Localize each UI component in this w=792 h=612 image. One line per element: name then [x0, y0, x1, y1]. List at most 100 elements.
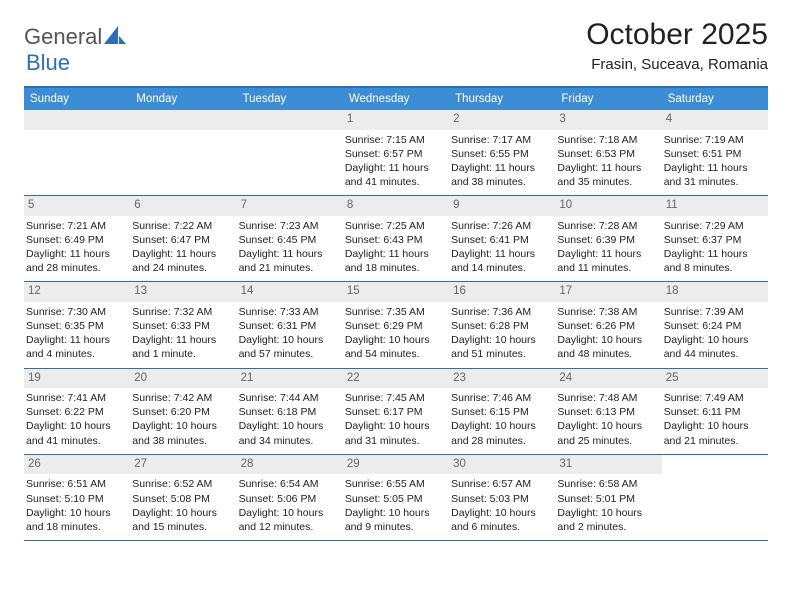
day-details: Sunrise: 6:57 AMSunset: 5:03 PMDaylight:… — [451, 477, 551, 534]
empty-day-number — [130, 110, 236, 130]
day-cell — [237, 110, 343, 196]
day-details: Sunrise: 7:17 AMSunset: 6:55 PMDaylight:… — [451, 133, 551, 190]
header-row: General Blue October 2025 Frasin, Suceav… — [24, 18, 768, 76]
day-cell: 12 Sunrise: 7:30 AMSunset: 6:35 PMDayligh… — [24, 282, 130, 368]
day-number: 12 — [24, 282, 130, 302]
title-block: October 2025 Frasin, Suceava, Romania — [586, 18, 768, 73]
day-number: 28 — [237, 455, 343, 475]
day-number: 29 — [343, 455, 449, 475]
day-details: Sunrise: 7:35 AMSunset: 6:29 PMDaylight:… — [345, 305, 445, 362]
dayhdr-fri: Friday — [555, 88, 661, 110]
day-cell: 16 Sunrise: 7:36 AMSunset: 6:28 PMDayligh… — [449, 282, 555, 368]
day-number: 10 — [555, 196, 661, 216]
week-row: 26Sunrise: 6:51 AMSunset: 5:10 PMDayligh… — [24, 454, 768, 540]
day-details: Sunrise: 6:55 AMSunset: 5:05 PMDaylight:… — [345, 477, 445, 534]
day-details: Sunrise: 7:46 AMSunset: 6:15 PMDaylight:… — [451, 391, 551, 448]
week-row: 5Sunrise: 7:21 AMSunset: 6:49 PMDaylight… — [24, 196, 768, 282]
day-details: Sunrise: 6:52 AMSunset: 5:08 PMDaylight:… — [132, 477, 232, 534]
day-details: Sunrise: 7:38 AMSunset: 6:26 PMDaylight:… — [557, 305, 657, 362]
day-cell: 29Sunrise: 6:55 AMSunset: 5:05 PMDayligh… — [343, 454, 449, 540]
calendar-page: General Blue October 2025 Frasin, Suceav… — [0, 0, 792, 543]
empty-day-number — [237, 110, 343, 130]
day-details: Sunrise: 7:48 AMSunset: 6:13 PMDaylight:… — [557, 391, 657, 448]
day-details: Sunrise: 7:23 AMSunset: 6:45 PMDaylight:… — [239, 219, 339, 276]
page-subtitle: Frasin, Suceava, Romania — [586, 56, 768, 73]
day-details: Sunrise: 7:36 AMSunset: 6:28 PMDaylight:… — [451, 305, 551, 362]
day-details: Sunrise: 7:49 AMSunset: 6:11 PMDaylight:… — [664, 391, 764, 448]
day-details: Sunrise: 7:41 AMSunset: 6:22 PMDaylight:… — [26, 391, 126, 448]
week-row: 19Sunrise: 7:41 AMSunset: 6:22 PMDayligh… — [24, 368, 768, 454]
day-number: 31 — [555, 455, 661, 475]
day-details: Sunrise: 7:21 AMSunset: 6:49 PMDaylight:… — [26, 219, 126, 276]
day-details: Sunrise: 7:19 AMSunset: 6:51 PMDaylight:… — [664, 133, 764, 190]
day-details: Sunrise: 7:28 AMSunset: 6:39 PMDaylight:… — [557, 219, 657, 276]
day-number: 3 — [555, 110, 661, 130]
day-cell: 23Sunrise: 7:46 AMSunset: 6:15 PMDayligh… — [449, 368, 555, 454]
day-cell: 2 Sunrise: 7:17 AMSunset: 6:55 PMDaylight… — [449, 110, 555, 196]
day-details: Sunrise: 7:22 AMSunset: 6:47 PMDaylight:… — [132, 219, 232, 276]
day-cell: 28Sunrise: 6:54 AMSunset: 5:06 PMDayligh… — [237, 454, 343, 540]
brand-part2: Blue — [26, 50, 70, 75]
day-number: 15 — [343, 282, 449, 302]
day-cell: 21Sunrise: 7:44 AMSunset: 6:18 PMDayligh… — [237, 368, 343, 454]
day-cell: 22Sunrise: 7:45 AMSunset: 6:17 PMDayligh… — [343, 368, 449, 454]
day-number: 27 — [130, 455, 236, 475]
day-cell: 10 Sunrise: 7:28 AMSunset: 6:39 PMDayligh… — [555, 196, 661, 282]
day-number: 6 — [130, 196, 236, 216]
day-details: Sunrise: 6:54 AMSunset: 5:06 PMDaylight:… — [239, 477, 339, 534]
day-cell: 25Sunrise: 7:49 AMSunset: 6:11 PMDayligh… — [662, 368, 768, 454]
day-cell: 26Sunrise: 6:51 AMSunset: 5:10 PMDayligh… — [24, 454, 130, 540]
day-cell: 15 Sunrise: 7:35 AMSunset: 6:29 PMDayligh… — [343, 282, 449, 368]
day-details: Sunrise: 7:33 AMSunset: 6:31 PMDaylight:… — [239, 305, 339, 362]
day-cell: 17 Sunrise: 7:38 AMSunset: 6:26 PMDayligh… — [555, 282, 661, 368]
week-row: 1 Sunrise: 7:15 AMSunset: 6:57 PMDaylight… — [24, 110, 768, 196]
day-number: 20 — [130, 369, 236, 389]
day-cell: 31Sunrise: 6:58 AMSunset: 5:01 PMDayligh… — [555, 454, 661, 540]
dayhdr-mon: Monday — [130, 88, 236, 110]
day-number: 11 — [662, 196, 768, 216]
bottom-rule — [24, 541, 768, 543]
dayhdr-tue: Tuesday — [237, 88, 343, 110]
dayhdr-sun: Sunday — [24, 88, 130, 110]
brand-part1: General — [24, 24, 102, 49]
day-cell: 6 Sunrise: 7:22 AMSunset: 6:47 PMDaylight… — [130, 196, 236, 282]
brand-triangle-icon — [104, 26, 126, 44]
day-header-row: Sunday Monday Tuesday Wednesday Thursday… — [24, 88, 768, 110]
day-cell: 18Sunrise: 7:39 AMSunset: 6:24 PMDayligh… — [662, 282, 768, 368]
day-details: Sunrise: 7:30 AMSunset: 6:35 PMDaylight:… — [26, 305, 126, 362]
day-details: Sunrise: 7:32 AMSunset: 6:33 PMDaylight:… — [132, 305, 232, 362]
day-cell: 7 Sunrise: 7:23 AMSunset: 6:45 PMDaylight… — [237, 196, 343, 282]
day-details: Sunrise: 7:15 AMSunset: 6:57 PMDaylight:… — [345, 133, 445, 190]
day-number: 14 — [237, 282, 343, 302]
day-cell — [24, 110, 130, 196]
day-cell: 3Sunrise: 7:18 AMSunset: 6:53 PMDaylight… — [555, 110, 661, 196]
dayhdr-wed: Wednesday — [343, 88, 449, 110]
day-number: 4 — [662, 110, 768, 130]
day-number: 16 — [449, 282, 555, 302]
day-cell: 11 Sunrise: 7:29 AMSunset: 6:37 PMDayligh… — [662, 196, 768, 282]
day-details: Sunrise: 7:25 AMSunset: 6:43 PMDaylight:… — [345, 219, 445, 276]
day-number: 9 — [449, 196, 555, 216]
day-number: 8 — [343, 196, 449, 216]
day-number: 22 — [343, 369, 449, 389]
day-details: Sunrise: 6:58 AMSunset: 5:01 PMDaylight:… — [557, 477, 657, 534]
day-number: 26 — [24, 455, 130, 475]
day-cell: 27Sunrise: 6:52 AMSunset: 5:08 PMDayligh… — [130, 454, 236, 540]
empty-day-number — [24, 110, 130, 130]
calendar-body: 1 Sunrise: 7:15 AMSunset: 6:57 PMDaylight… — [24, 110, 768, 543]
day-number: 7 — [237, 196, 343, 216]
brand-logo: General Blue — [24, 24, 126, 76]
page-title: October 2025 — [586, 18, 768, 52]
day-number: 17 — [555, 282, 661, 302]
day-number: 2 — [449, 110, 555, 130]
day-details: Sunrise: 7:29 AMSunset: 6:37 PMDaylight:… — [664, 219, 764, 276]
day-cell: 19Sunrise: 7:41 AMSunset: 6:22 PMDayligh… — [24, 368, 130, 454]
day-cell: 9Sunrise: 7:26 AMSunset: 6:41 PMDaylight… — [449, 196, 555, 282]
day-cell — [662, 454, 768, 540]
day-details: Sunrise: 7:42 AMSunset: 6:20 PMDaylight:… — [132, 391, 232, 448]
day-number: 13 — [130, 282, 236, 302]
dayhdr-thu: Thursday — [449, 88, 555, 110]
day-number: 1 — [343, 110, 449, 130]
day-number: 19 — [24, 369, 130, 389]
dayhdr-sat: Saturday — [662, 88, 768, 110]
